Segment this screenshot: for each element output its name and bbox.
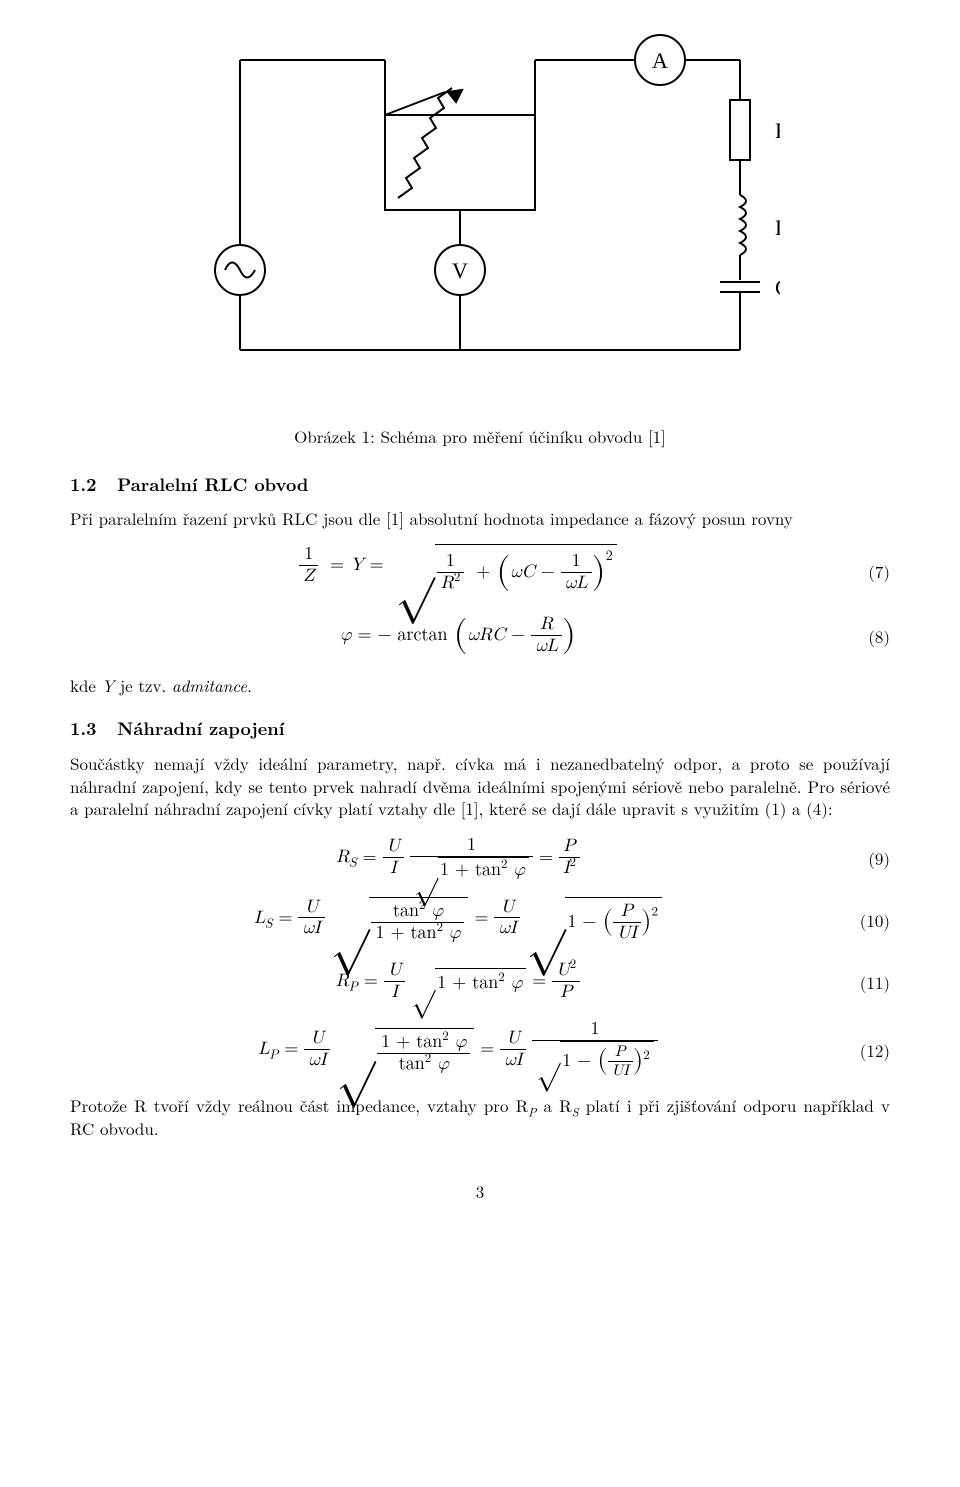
voltmeter-label: V <box>452 258 468 283</box>
final-a: Protože R tvoří vždy reálnou část impeda… <box>70 1093 528 1117</box>
capacitor-label: C <box>775 275 780 300</box>
para-final: Protože R tvoří vždy reálnou část impeda… <box>70 1094 890 1140</box>
equation-10: LS = UωI √ tan2 φ1 + tan2 φ = UωI √ 1 − … <box>70 896 890 944</box>
equation-7: 1Z = Y = √ 1R2 + (ωC − 1ωL)2 (7) <box>70 544 890 598</box>
final-b: a R <box>536 1093 571 1117</box>
page-number: 3 <box>70 1180 890 1203</box>
section-12-title: Paralelní RLC obvod <box>117 472 308 497</box>
eq10-number: (10) <box>846 909 890 932</box>
admittance-line: kde Y je tzv. admitance. <box>70 674 890 697</box>
admit-mid: je tzv. <box>114 673 172 697</box>
eq7-number: (7) <box>846 560 890 583</box>
eq12-number: (12) <box>846 1039 890 1062</box>
equation-11: RP = UI √1 + tan2 φ = U2P (11) <box>70 958 890 1006</box>
section-13-number: 1.3 <box>70 716 96 741</box>
ammeter-label: A <box>652 48 668 73</box>
admit-term: admitance <box>172 673 247 697</box>
figure-caption: Obrázek 1: Schéma pro měření účiníku obv… <box>70 425 890 448</box>
section-13-title: Náhradní zapojení <box>117 716 284 741</box>
para-12: Při paralelním řazení prvků RLC jsou dle… <box>70 507 890 530</box>
eq9-number: (9) <box>846 847 890 870</box>
para-13: Součástky nemají vždy ideální parametry,… <box>70 752 890 821</box>
resistor-label: R <box>775 118 780 143</box>
section-12-number: 1.2 <box>70 472 96 497</box>
admit-y: Y <box>102 673 115 697</box>
equation-9: RS = UI 1√1 + tan2 φ = PI2 (9) <box>70 834 890 882</box>
admit-pre: kde <box>70 673 102 697</box>
section-1-3-heading: 1.3 Náhradní zapojení <box>70 717 890 741</box>
circuit-figure: A V R L C <box>70 20 890 400</box>
eq8-number: (8) <box>846 625 890 648</box>
inductor-label: L <box>775 215 780 240</box>
equation-8: φ = − arctan (ωRC − RωL) (8) <box>70 612 890 661</box>
circuit-svg: A V R L C <box>180 20 780 400</box>
eq11-number: (11) <box>846 971 890 994</box>
final-sub2: S <box>572 1103 579 1121</box>
equation-12: LP = UωI √ 1 + tan2 φtan2 φ = UωI 1 √1 −… <box>70 1020 890 1080</box>
section-1-2-heading: 1.2 Paralelní RLC obvod <box>70 473 890 497</box>
